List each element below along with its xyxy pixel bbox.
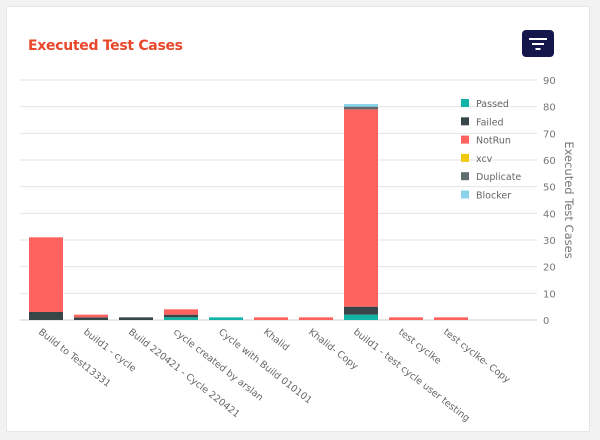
filter-button[interactable] [522,30,554,57]
filter-icon [529,37,547,50]
x-tick-label: test cyclke- Copy [441,327,512,386]
chart-card: Executed Test Cases [6,6,590,432]
bar-segment-failed [344,306,378,315]
bar-segment-passed [209,317,243,320]
legend-swatch [461,190,469,199]
bar-segment-notrun [164,309,198,315]
bar-segment-failed [164,314,198,318]
y-tick-label: 50 [543,183,556,194]
legend-label: xcv [476,154,493,165]
y-axis-label: Executed Test Cases [562,141,576,258]
legend-label: Failed [476,117,504,128]
legend-label: Blocker [476,191,511,202]
legend-swatch [461,153,469,162]
bar-segment-blocker [344,104,378,107]
bar-segment-duplicate [344,106,378,110]
bar-segment-failed [29,312,63,320]
x-tick-label: cycle created by arslan [171,327,265,404]
legend-swatch [461,117,469,126]
bar-segment-notrun [29,237,63,312]
bar-segment-notrun [344,109,378,307]
legend-label: NotRun [476,136,511,147]
legend-label: Duplicate [476,172,521,183]
y-tick-label: 40 [543,209,556,220]
y-tick-label: 60 [543,156,556,167]
bar-segment-notrun [389,317,423,320]
bar-segment-failed [119,317,153,320]
bar-segment-failed [74,317,108,320]
bar-segment-notrun [254,317,288,320]
y-tick-label: 80 [543,103,556,114]
y-tick-label: 70 [543,129,556,140]
legend-swatch [461,172,469,181]
legend-swatch [461,99,469,107]
bar-segment-notrun [299,317,333,320]
legend-swatch [461,135,469,144]
x-tick-label: test cyclke [396,327,443,367]
bar-segment-notrun [74,314,108,318]
x-tick-label: Khalid [261,327,291,354]
y-tick-label: 0 [543,316,549,327]
bar-segment-passed [344,314,378,320]
chart-title: Executed Test Cases [28,38,183,54]
y-tick-label: 90 [543,76,556,87]
y-tick-label: 20 [543,263,556,274]
bar-segment-passed [164,317,198,320]
bar-segment-notrun [434,317,468,320]
y-tick-label: 30 [543,236,556,247]
y-tick-label: 10 [543,289,556,300]
legend-label: Passed [476,99,509,110]
